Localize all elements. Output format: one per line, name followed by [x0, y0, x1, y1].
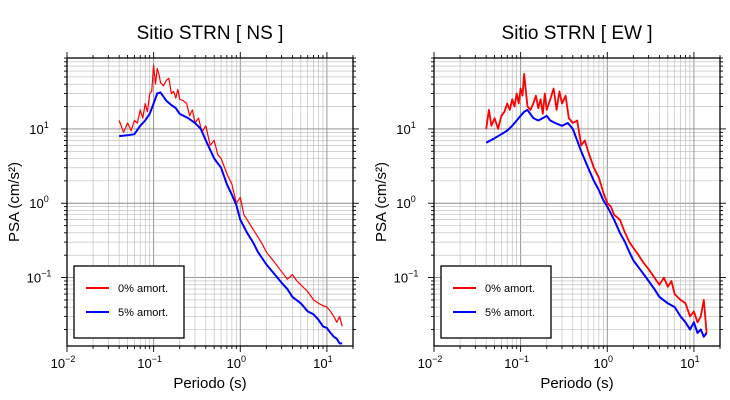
legend-label: 0% amort. — [485, 283, 535, 295]
legend-label: 5% amort. — [118, 307, 168, 319]
y-axis-label: PSA (cm/s²) — [6, 162, 23, 242]
y-tick-label: 100 — [396, 194, 415, 211]
legend-box — [440, 265, 552, 339]
series-line-amort-5 — [119, 91, 343, 345]
series-line-amort-0 — [118, 64, 343, 327]
y-tick-label: 10−1 — [27, 269, 52, 286]
x-axis-label: Periodo (s) — [540, 375, 613, 392]
series-lines — [485, 73, 708, 338]
chart-panel-ew: 10−2 10−1 100 101 10−1 100 101 Sitio STRN [ EW … — [373, 23, 726, 392]
y-axis-label: PSA (cm/s²) — [373, 162, 390, 242]
plot-frame — [433, 57, 721, 347]
chart-title: Sitio STRN [ EW ] — [502, 23, 653, 44]
x-tick-label: 101 — [680, 354, 699, 371]
legend: 0% amort. 5% amort. — [73, 265, 185, 339]
x-tick-label: 100 — [594, 354, 613, 371]
x-tick-label: 101 — [313, 354, 332, 371]
chart-title: Sitio STRN [ NS ] — [137, 23, 284, 44]
x-tick-label: 10−2 — [418, 354, 443, 371]
series-line-amort-0 — [485, 73, 708, 333]
x-axis-label: Periodo (s) — [173, 375, 246, 392]
chart-panel-ns: 10−2 10−1 100 101 10−1 100 101 Sitio STRN [ NS … — [6, 23, 359, 392]
x-tick-label: 10−2 — [51, 354, 76, 371]
legend-box — [73, 265, 185, 339]
legend-label: 5% amort. — [485, 307, 535, 319]
series-line-amort-5 — [485, 108, 708, 338]
y-tick-label: 101 — [29, 120, 48, 137]
x-tick-label: 10−1 — [504, 354, 529, 371]
tick-marks — [428, 52, 726, 352]
x-tick-label: 100 — [227, 354, 246, 371]
y-tick-label: 10−1 — [394, 269, 419, 286]
tick-marks — [61, 52, 359, 352]
y-tick-label: 100 — [29, 194, 48, 211]
legend-label: 0% amort. — [118, 283, 168, 295]
x-tick-label: 10−1 — [137, 354, 162, 371]
series-lines — [118, 64, 343, 345]
y-tick-label: 101 — [396, 120, 415, 137]
legend: 0% amort. 5% amort. — [440, 265, 552, 339]
plot-frame — [66, 57, 354, 347]
